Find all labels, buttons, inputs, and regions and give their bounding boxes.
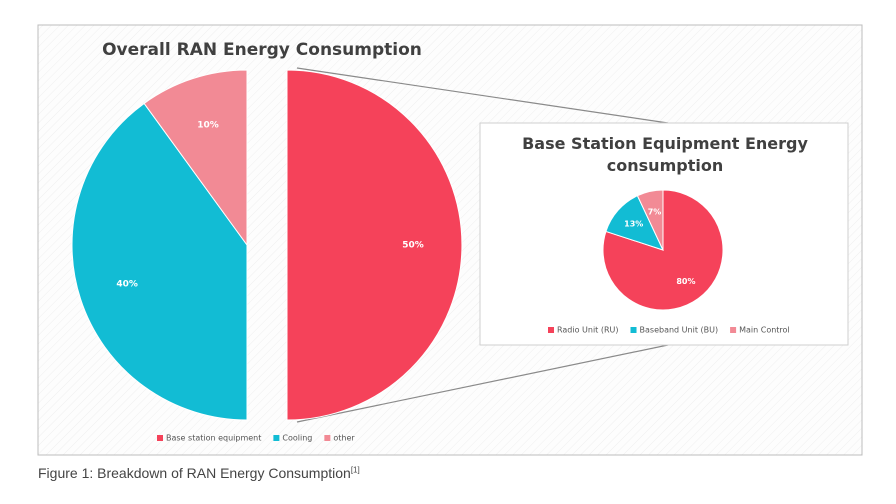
data-label: 40% bbox=[116, 279, 138, 289]
data-label: 80% bbox=[676, 277, 695, 286]
data-label: 13% bbox=[624, 220, 643, 229]
pie-slice bbox=[71, 102, 248, 421]
legend-label: Base station equipment bbox=[166, 434, 261, 443]
pie-slice bbox=[286, 69, 463, 421]
legend-label: other bbox=[333, 434, 355, 443]
pie-slice bbox=[602, 189, 724, 311]
legend-label: Baseband Unit (BU) bbox=[640, 326, 719, 335]
data-label: 7% bbox=[648, 207, 662, 216]
legend-label: Cooling bbox=[282, 434, 312, 443]
caption-reference: [1] bbox=[350, 465, 360, 475]
legend-swatch bbox=[273, 435, 280, 441]
chart-title: Overall RAN Energy Consumption bbox=[102, 40, 422, 60]
caption-text: Figure 1: Breakdown of RAN Energy Consum… bbox=[38, 465, 351, 481]
data-label: 50% bbox=[402, 241, 424, 251]
legend-label: Main Control bbox=[739, 326, 790, 335]
legend-swatch bbox=[548, 327, 554, 333]
legend-swatch bbox=[630, 327, 637, 333]
legend-swatch bbox=[730, 327, 737, 333]
pie-slice bbox=[636, 189, 664, 251]
caption: Figure 1: Breakdown of RAN Energy Consum… bbox=[38, 465, 360, 481]
data-label: 10% bbox=[197, 121, 219, 131]
chart-title: Base Station Equipment Energy consumptio… bbox=[522, 134, 808, 175]
connector bbox=[296, 67, 669, 124]
legend-swatch bbox=[324, 435, 331, 441]
pie-slice bbox=[143, 69, 248, 247]
legend-label: Radio Unit (RU) bbox=[557, 326, 619, 335]
legend-swatch bbox=[157, 435, 163, 441]
connector bbox=[296, 344, 669, 423]
